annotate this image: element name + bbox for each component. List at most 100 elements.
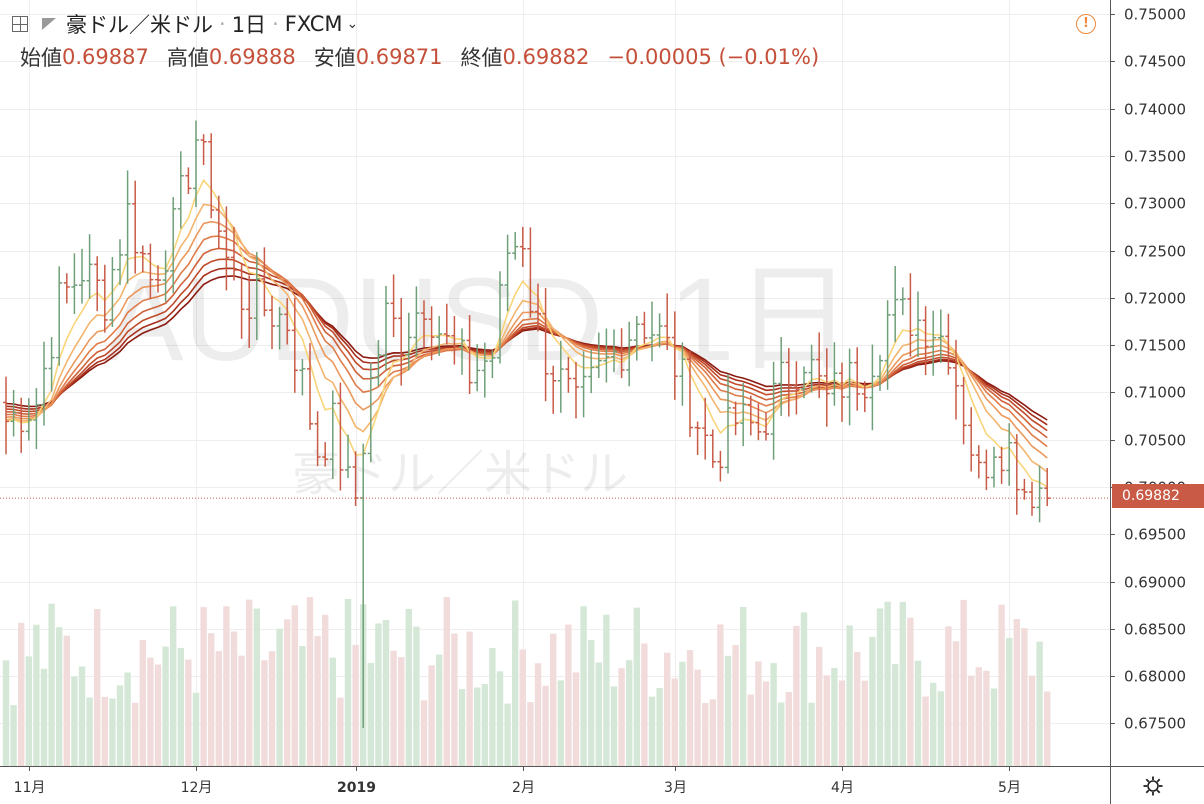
ohlc-bar [405, 312, 412, 371]
volume-bar [10, 705, 17, 766]
ohlc-bar [542, 288, 549, 402]
low-value: 0.69871 [355, 45, 443, 69]
ohlc-bar [170, 197, 177, 294]
volume-bar [25, 656, 32, 766]
high-label: 高値 [166, 46, 209, 70]
ohlc-bar [732, 401, 739, 436]
ohlc-bar [155, 265, 161, 293]
volume-bar [952, 641, 960, 766]
volume-bar [641, 643, 648, 766]
ohlc-bar [930, 310, 937, 376]
x-tick-label: 2019 [337, 780, 376, 796]
volume-bar [512, 600, 519, 766]
volume-bar [800, 612, 808, 766]
volume-bar [610, 686, 618, 766]
ohlc-row: 始値 0.69887 高値 0.69888 安値 0.69871 終値 0.69… [20, 42, 819, 72]
volume-bar [899, 601, 906, 766]
volume-bar [428, 665, 435, 766]
ohlc-bar [276, 306, 283, 350]
ohlc-bar [436, 316, 443, 356]
y-tick-label: 0.75000 [1124, 6, 1186, 24]
volume-bar [215, 651, 222, 766]
price-axis[interactable]: 0.75000 0.74500 0.74000 0.73500 0.73000 0.725… [1110, 6, 1186, 733]
volume-bar [557, 680, 564, 766]
volume-bar [238, 655, 245, 766]
volume-bar [709, 699, 716, 766]
ohlc-bar [922, 306, 929, 376]
ohlc-bar [390, 274, 397, 338]
volume-bar [116, 685, 124, 766]
ohlc-bar [877, 354, 883, 392]
ohlc-bar [953, 339, 959, 420]
volume-bar [337, 697, 344, 766]
volume-bar [261, 660, 268, 766]
volume-bar [504, 703, 511, 766]
volume-bar [223, 606, 230, 766]
ohlc-bar [588, 349, 595, 394]
alert-icon[interactable]: ! [1076, 14, 1096, 34]
ohlc-bar [451, 316, 458, 365]
volume-bar [846, 625, 853, 766]
volume-bar [990, 688, 998, 766]
ohlc-bar [375, 340, 382, 387]
ohlc-bar [535, 283, 541, 332]
ohlc-bar [200, 134, 207, 166]
chevron-down-icon[interactable]: ⌄ [346, 16, 359, 32]
ohlc-bar [329, 390, 336, 480]
ohlc-bar [101, 264, 108, 333]
volume-bar [109, 698, 116, 766]
volume-bar [101, 696, 108, 766]
ohlc-bar [991, 446, 997, 488]
ohlc-bar [869, 344, 876, 431]
ohlc-bar [231, 226, 237, 281]
ohlc-bar [124, 170, 131, 284]
exchange-label[interactable]: FXCM [284, 12, 343, 36]
ohlc-bar [565, 356, 572, 393]
flag-icon[interactable] [42, 18, 56, 30]
ohlc-bar [48, 337, 55, 392]
volume-bar [33, 624, 40, 766]
ohlc-bar [664, 293, 671, 351]
volume-bar [702, 702, 709, 766]
ohlc-bar [823, 348, 830, 427]
ohlc-bar [937, 309, 944, 363]
ohlc-bar [527, 227, 534, 318]
collapse-icon[interactable] [12, 16, 28, 32]
ohlc-bar [25, 398, 32, 441]
ohlc-bar [208, 133, 215, 219]
volume-bar [2, 660, 10, 766]
volume-bar [595, 662, 602, 766]
ohlc-bar [770, 361, 777, 460]
volume-bar [572, 672, 580, 766]
ema-line-10 [5, 203, 1048, 473]
ohlc-bar [398, 297, 405, 386]
ohlc-bar [117, 239, 123, 286]
x-tick-label: 11月 [14, 780, 46, 796]
volume-bar [588, 640, 595, 766]
ohlc-bar [109, 257, 116, 328]
ohlc-bar [459, 328, 465, 375]
symbol-name[interactable]: 豪ドル／米ドル [66, 13, 213, 37]
volume-bar [458, 689, 466, 766]
ohlc-bar [709, 429, 716, 468]
time-axis[interactable]: 11月 12月 2019 2月 3月 4月 5月 [14, 766, 1021, 796]
volume-bar [474, 687, 481, 766]
ohlc-bar [763, 412, 769, 441]
ohlc-bar [474, 344, 481, 392]
volume-bar [998, 604, 1005, 766]
interval-label[interactable]: 1日 [231, 13, 267, 37]
volume-bar [185, 659, 192, 766]
volume-bar [192, 692, 200, 766]
ohlc-bar [1006, 423, 1013, 486]
y-tick-label: 0.68000 [1124, 668, 1186, 686]
ohlc-bar [307, 343, 313, 430]
separator-dot: · [219, 12, 226, 36]
x-tick-label: 4月 [831, 780, 854, 796]
gear-icon[interactable] [1142, 775, 1164, 797]
volume-bar [1044, 691, 1051, 766]
volume-bar [1006, 637, 1013, 766]
ohlc-bar [345, 434, 351, 479]
ohlc-bar [1029, 481, 1035, 516]
volume-bar [94, 609, 101, 766]
